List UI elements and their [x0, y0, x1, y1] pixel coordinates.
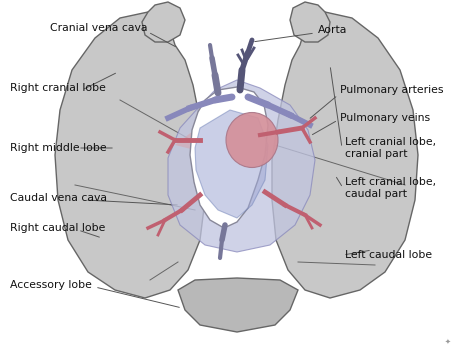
Polygon shape — [272, 12, 418, 298]
Text: Left caudal lobe: Left caudal lobe — [345, 250, 432, 260]
Text: Left cranial lobe,
caudal part: Left cranial lobe, caudal part — [345, 177, 436, 199]
Text: Pulmonary veins: Pulmonary veins — [340, 113, 430, 123]
Text: Right
ventricle: Right ventricle — [199, 171, 245, 193]
Polygon shape — [168, 80, 315, 252]
Text: Aorta: Aorta — [318, 25, 347, 35]
Polygon shape — [142, 2, 185, 42]
Ellipse shape — [226, 113, 278, 167]
Text: Accessory lobe: Accessory lobe — [10, 280, 92, 290]
Text: Left cranial lobe,
cranial part: Left cranial lobe, cranial part — [345, 137, 436, 159]
Text: Left
atrium: Left atrium — [235, 131, 269, 153]
Polygon shape — [175, 110, 260, 155]
Text: Right middle lobe: Right middle lobe — [10, 143, 107, 153]
Polygon shape — [55, 12, 205, 298]
Text: Pulmonary arteries: Pulmonary arteries — [340, 85, 444, 95]
Polygon shape — [190, 87, 268, 228]
Polygon shape — [290, 2, 330, 42]
Text: Caudal vena cava: Caudal vena cava — [10, 193, 107, 203]
Text: Right caudal lobe: Right caudal lobe — [10, 223, 105, 233]
Polygon shape — [195, 110, 268, 218]
Text: Right cranial lobe: Right cranial lobe — [10, 83, 106, 93]
Polygon shape — [178, 278, 298, 332]
Text: Cranial vena cava: Cranial vena cava — [50, 23, 147, 33]
Text: ✦: ✦ — [445, 339, 451, 345]
